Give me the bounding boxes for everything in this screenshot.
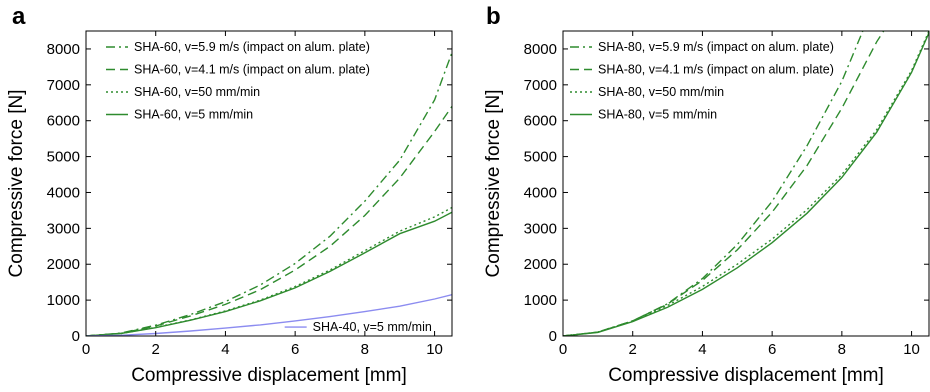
y-tick-label: 3000 (524, 220, 557, 237)
x-tick-label: 10 (903, 341, 920, 358)
y-tick-label: 0 (549, 328, 557, 345)
y-tick-label: 7000 (524, 77, 557, 94)
panel-a: a 0 2 4 6 8 10 0 1000 2000 3000 4000 5000 6000 7000 800… (6, 3, 453, 386)
series-annotation: SHA-40, v=5 mm/min (313, 320, 432, 334)
x-tick-label: 10 (426, 341, 443, 358)
x-tick-label: 4 (698, 341, 706, 358)
y-tick-label: 6000 (47, 113, 80, 130)
series-line-4 (86, 294, 452, 336)
panel-label: b (486, 3, 501, 30)
series-line-2 (86, 206, 452, 336)
legend-label: SHA-60, v=50 mm/min (134, 85, 260, 99)
legend-label: SHA-60, v=5.9 m/s (impact on alum. plate… (134, 40, 370, 54)
x-tick-label: 8 (838, 341, 846, 358)
y-tick-label: 8000 (524, 41, 557, 58)
x-tick-label: 6 (291, 341, 299, 358)
y-tick-label: 5000 (47, 149, 80, 166)
legend-label: SHA-80, v=5 mm/min (598, 108, 717, 122)
legend-label: SHA-60, v=5 mm/min (134, 108, 253, 122)
legend-label: SHA-60, v=4.1 m/s (impact on alum. plate… (134, 63, 370, 77)
y-tick-label: 2000 (47, 256, 80, 273)
x-tick-label: 6 (768, 341, 776, 358)
panel-label: a (12, 3, 26, 30)
x-tick-label: 0 (559, 341, 567, 358)
y-tick-label: 1000 (524, 292, 557, 309)
y-tick-label: 6000 (524, 113, 557, 130)
legend-label: SHA-80, v=50 mm/min (598, 85, 724, 99)
series-line-0 (563, 31, 864, 336)
y-axis-label: Compressive force [N] (483, 90, 504, 278)
y-tick-label: 8000 (47, 41, 80, 58)
legend-label: SHA-80, v=4.1 m/s (impact on alum. plate… (598, 63, 834, 77)
y-axis-label: Compressive force [N] (6, 90, 27, 278)
panel-b: b 0 2 4 6 8 10 0 1000 2000 3000 4000 5000 6000 7000 800… (483, 3, 930, 386)
y-tick-label: 4000 (47, 184, 80, 201)
x-tick-label: 8 (361, 341, 369, 358)
x-tick-label: 4 (221, 341, 229, 358)
y-tick-label: 3000 (47, 220, 80, 237)
y-tick-label: 4000 (524, 184, 557, 201)
series-line-3 (563, 32, 929, 336)
y-tick-label: 0 (72, 328, 80, 345)
legend-label: SHA-80, v=5.9 m/s (impact on alum. plate… (598, 40, 834, 54)
y-tick-label: 1000 (47, 292, 80, 309)
x-tick-label: 2 (152, 341, 160, 358)
x-tick-label: 0 (82, 341, 90, 358)
y-tick-label: 2000 (524, 256, 557, 273)
series-line-2 (563, 31, 929, 336)
y-tick-label: 7000 (47, 77, 80, 94)
x-tick-label: 2 (629, 341, 637, 358)
plot-frame (562, 30, 930, 337)
series-line-1 (86, 106, 452, 336)
y-tick-label: 5000 (524, 149, 557, 166)
x-axis-label: Compressive displacement [mm] (131, 365, 407, 386)
series-line-3 (86, 211, 452, 336)
plot-frame (85, 30, 453, 337)
x-axis-label: Compressive displacement [mm] (608, 365, 884, 386)
